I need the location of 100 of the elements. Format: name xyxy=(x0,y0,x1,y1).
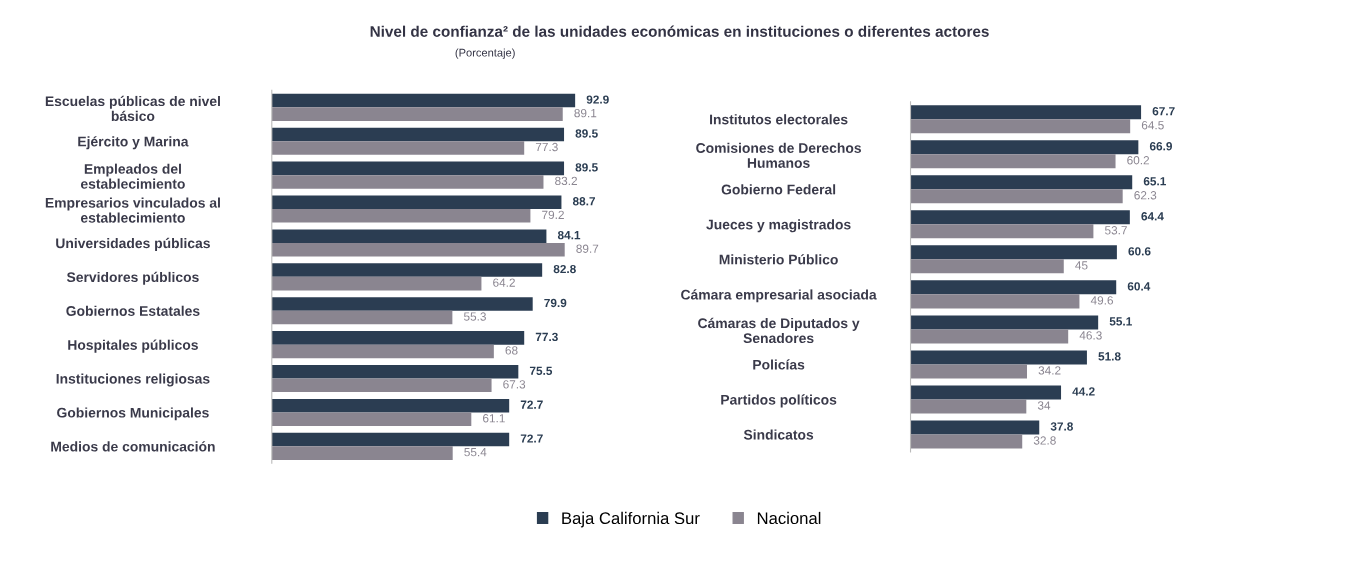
bar xyxy=(910,399,1027,414)
data-label: 60.6 xyxy=(1128,247,1151,256)
bar xyxy=(910,315,1099,330)
bar xyxy=(271,175,544,189)
bar xyxy=(910,385,1062,400)
bar xyxy=(271,127,565,142)
data-label: 44.2 xyxy=(1072,387,1095,396)
data-label: 72.7 xyxy=(520,434,543,443)
bar xyxy=(271,297,533,311)
y-tick-label: Cámara empresarial asociada xyxy=(681,289,877,303)
bar xyxy=(271,378,492,393)
data-label: 53.7 xyxy=(1104,226,1127,235)
data-label: 67.7 xyxy=(1152,107,1175,116)
data-label: 82.8 xyxy=(553,264,576,274)
data-label: 89.5 xyxy=(575,163,598,172)
bar xyxy=(910,210,1130,225)
y-tick-label: Escuelas públicas de nivel básico xyxy=(45,95,220,122)
bar xyxy=(910,420,1040,435)
bar xyxy=(271,446,453,460)
data-label: 60.2 xyxy=(1127,156,1150,165)
legend-label: Nacional xyxy=(757,511,821,525)
data-label: 34.2 xyxy=(1038,366,1061,375)
y-tick-label: Servidores públicos xyxy=(66,271,199,285)
bar xyxy=(910,245,1117,260)
bar xyxy=(271,229,547,243)
bar xyxy=(910,434,1023,449)
bar xyxy=(271,141,525,155)
data-label: 64.2 xyxy=(493,278,515,287)
data-label: 32.8 xyxy=(1033,436,1056,445)
y-tick-label: Partidos políticos xyxy=(721,394,837,408)
bar xyxy=(910,280,1117,295)
y-tick-label: Institutos electorales xyxy=(710,114,848,125)
data-label: 61.1 xyxy=(483,414,505,423)
y-tick-label: Medios de comunicación xyxy=(51,441,215,452)
y-tick-label: Universidades públicas xyxy=(56,237,210,251)
y-tick-label: Empresarios vinculados al establecimiento xyxy=(45,197,220,223)
data-label: 72.7 xyxy=(520,400,543,409)
bar xyxy=(910,350,1087,365)
data-label: 77.3 xyxy=(535,142,558,152)
bar xyxy=(910,140,1139,155)
y-tick-label: Cámaras de Diputados y Senadores xyxy=(698,317,860,344)
data-label: 55.3 xyxy=(463,312,486,321)
y-tick-label: Ministerio Público xyxy=(719,254,838,265)
bar xyxy=(271,161,565,176)
legend-label: Baja California Sur xyxy=(562,511,700,528)
data-label: 49.6 xyxy=(1090,296,1114,305)
bar xyxy=(910,175,1133,190)
bar xyxy=(271,242,565,257)
data-label: 89.7 xyxy=(576,244,599,253)
bar xyxy=(910,105,1142,120)
data-label: 55.1 xyxy=(1109,317,1132,326)
bar xyxy=(271,398,510,413)
data-label: 46.3 xyxy=(1079,331,1102,340)
y-tick-label: Hospitales públicos xyxy=(68,339,198,353)
bar xyxy=(271,209,531,223)
data-label: 65.1 xyxy=(1143,177,1166,186)
bar xyxy=(271,331,525,345)
data-label: 62.3 xyxy=(1134,191,1157,200)
y-tick-label: Gobiernos Estatales xyxy=(66,305,200,316)
y-tick-label: Empleados del establecimiento xyxy=(80,163,185,189)
bar xyxy=(910,119,1131,134)
bar xyxy=(271,276,482,291)
bar xyxy=(910,259,1064,274)
bar xyxy=(271,93,576,108)
data-label: 67.3 xyxy=(503,380,526,389)
data-label: 60.4 xyxy=(1127,282,1151,291)
y-tick-label: Gobiernos Municipales xyxy=(57,407,209,421)
bar xyxy=(271,344,494,359)
data-label: 55.4 xyxy=(464,448,487,457)
bar xyxy=(910,189,1123,204)
data-label: 89.5 xyxy=(575,129,598,138)
y-tick-label: Gobierno Federal xyxy=(721,184,836,195)
data-label: 79.2 xyxy=(542,210,564,219)
data-label: 68 xyxy=(505,346,518,355)
bar xyxy=(271,364,519,379)
data-label: 64.5 xyxy=(1141,121,1164,130)
data-label: 92.9 xyxy=(586,95,609,104)
data-label: 37.8 xyxy=(1050,422,1073,431)
bar xyxy=(910,329,1069,344)
bar xyxy=(910,294,1080,309)
data-label: 51.8 xyxy=(1098,352,1121,361)
data-label: 64.4 xyxy=(1141,212,1164,221)
y-tick-label: Policías xyxy=(753,359,805,370)
data-label: 89.1 xyxy=(574,108,597,118)
data-label: 75.5 xyxy=(529,366,553,375)
data-label: 83.2 xyxy=(555,176,577,186)
bar xyxy=(271,195,562,210)
y-tick-label: Jueces y magistrados xyxy=(706,219,851,233)
bar xyxy=(271,412,472,427)
y-tick-label: Comisiones de Derechos Humanos xyxy=(696,142,861,168)
y-tick-label: Instituciones religiosas xyxy=(56,373,210,387)
data-label: 34 xyxy=(1037,401,1051,410)
bar xyxy=(271,263,543,277)
bar xyxy=(271,107,563,121)
data-label: 88.7 xyxy=(572,197,595,206)
y-tick-label: Ejército y Marina xyxy=(78,136,189,150)
bar xyxy=(910,224,1094,239)
data-label: 79.9 xyxy=(544,298,567,308)
data-label: 66.9 xyxy=(1149,142,1172,151)
bar xyxy=(910,364,1027,379)
